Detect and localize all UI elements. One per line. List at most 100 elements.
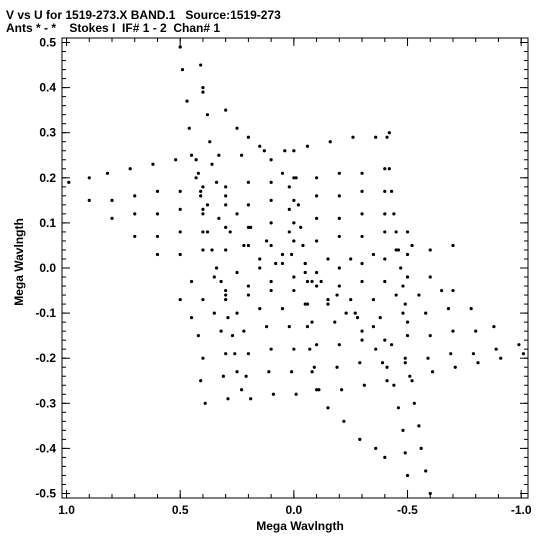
uv-point — [394, 293, 398, 297]
uv-point — [385, 135, 389, 139]
uv-point — [242, 243, 246, 248]
uv-point — [405, 275, 410, 279]
uv-point — [205, 203, 210, 207]
uv-point — [410, 243, 414, 248]
uv-point — [196, 334, 200, 338]
uv-point — [287, 230, 291, 234]
uv-point — [246, 135, 250, 139]
chart-title: V vs U for 1519-273.X BAND.1 Source:1519… — [6, 8, 281, 22]
uv-point — [383, 455, 387, 460]
uv-point — [292, 198, 296, 202]
uv-point — [349, 297, 353, 302]
uv-point — [210, 162, 214, 166]
uv-point — [235, 270, 239, 275]
uv-point — [424, 469, 428, 473]
y-tick-label: -0.2 — [35, 351, 56, 365]
uv-point — [374, 347, 378, 351]
uv-point — [230, 334, 235, 338]
uv-point — [328, 140, 332, 144]
uv-point — [383, 338, 387, 342]
uv-point — [224, 293, 228, 297]
uv-point — [326, 257, 330, 261]
uv-point — [403, 302, 407, 306]
uv-point — [201, 356, 205, 360]
uv-point — [337, 216, 341, 220]
uv-point — [380, 361, 385, 365]
uv-point — [271, 392, 276, 396]
uv-point — [178, 252, 182, 257]
y-tick-label: -0.3 — [35, 396, 56, 410]
uv-point — [314, 239, 319, 243]
x-axis-label: Mega Wavlngth — [256, 519, 344, 533]
uv-point — [258, 306, 262, 311]
uv-point — [310, 370, 314, 374]
uv-point — [201, 297, 205, 302]
y-axis: 0.5 0.4 0.3 0.2 0.1 0.0 -0.1 -0.2 -0.3 -0.4 -0.5 — [35, 36, 528, 500]
uv-point — [246, 225, 250, 230]
uv-point — [337, 284, 341, 288]
uv-point — [360, 329, 364, 333]
uv-point — [294, 392, 298, 396]
uv-point — [128, 167, 132, 171]
uv-point — [292, 149, 296, 153]
uv-point — [403, 356, 407, 360]
uv-point — [280, 261, 285, 266]
uv-point — [392, 212, 396, 216]
uv-point — [269, 347, 273, 351]
uv-point — [283, 149, 287, 153]
uv-point — [312, 365, 316, 369]
uv-point — [155, 189, 160, 193]
uv-point — [258, 257, 262, 261]
uv-point — [299, 225, 303, 230]
uv-point — [224, 288, 228, 293]
y-tick-label: -0.1 — [35, 306, 56, 320]
uv-point — [224, 352, 228, 356]
uv-point — [67, 180, 71, 184]
uv-point — [383, 230, 387, 234]
uv-point — [212, 275, 216, 279]
uv-point — [294, 176, 298, 180]
uv-point — [155, 234, 160, 239]
uv-point — [189, 153, 194, 157]
uv-point — [292, 275, 296, 279]
uv-point — [305, 325, 310, 329]
uv-point — [337, 171, 341, 175]
uv-point — [214, 266, 219, 270]
uv-point — [353, 311, 357, 315]
uv-point — [426, 356, 430, 360]
uv-point — [201, 207, 205, 211]
uv-point — [274, 261, 278, 266]
uv-point — [303, 261, 307, 266]
uv-point — [476, 361, 480, 365]
uv-point — [401, 284, 405, 288]
uv-point — [401, 428, 405, 432]
uv-point — [217, 153, 221, 157]
uv-point — [383, 257, 387, 261]
uv-point — [342, 419, 346, 423]
uv-point — [246, 284, 250, 288]
uv-point — [87, 176, 91, 180]
uv-point — [314, 194, 319, 198]
uv-point — [110, 216, 114, 220]
uv-point — [201, 185, 205, 189]
uv-point — [314, 176, 319, 180]
uv-point — [310, 279, 314, 284]
uv-point — [337, 234, 341, 239]
uv-point — [374, 135, 378, 139]
x-tick-label: -1.0 — [511, 503, 532, 517]
uv-point — [401, 311, 405, 315]
uv-point — [292, 176, 296, 180]
uv-point — [178, 207, 182, 211]
uv-point — [385, 379, 389, 383]
uv-point — [371, 252, 376, 257]
uv-point — [178, 45, 182, 49]
uv-point — [258, 144, 262, 148]
uv-point — [449, 352, 453, 356]
uv-point — [235, 126, 239, 130]
uv-point — [349, 257, 353, 261]
uv-point — [371, 297, 376, 302]
uv-point — [287, 185, 291, 189]
uv-point — [305, 144, 310, 148]
uv-point — [396, 406, 401, 410]
uv-point — [199, 379, 203, 383]
